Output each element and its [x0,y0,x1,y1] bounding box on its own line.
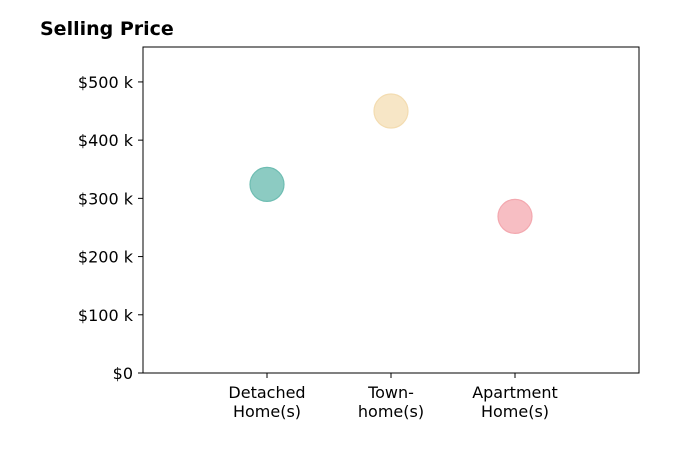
x-tick-label: Apartment Home(s) [472,383,558,421]
data-point [497,198,533,235]
y-tick-label: $0 [113,364,133,383]
x-tick-label-line: Home(s) [481,402,549,421]
x-tick-label-line: Home(s) [233,402,301,421]
plot-area: $0 $100 k $200 k $300 k $400 k $500 k Detached… [78,46,640,421]
chart-title: Selling Price [40,18,174,40]
y-tick-label: $500 k [78,73,134,92]
x-tick-label: Detached Home(s) [228,383,305,421]
x-tick-label-line: Apartment [472,383,558,402]
y-tick-label: $300 k [78,189,134,208]
x-tick-label-line: home(s) [358,402,424,421]
data-point [373,93,409,129]
x-tick-label-line: Detached [228,383,305,402]
data-point [249,166,285,202]
x-tick-label-line: Town- [367,383,414,402]
x-tick-label: Town-home(s) [358,383,424,421]
y-tick-label: $200 k [78,248,134,267]
y-tick-label: $100 k [78,306,134,325]
y-tick-label: $400 k [78,131,134,150]
